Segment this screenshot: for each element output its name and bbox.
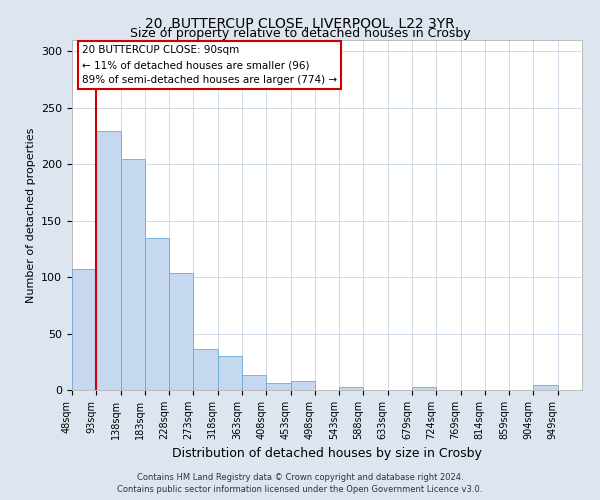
Bar	[290, 381, 315, 390]
Bar	[72, 269, 96, 390]
Bar	[533, 386, 558, 390]
Bar	[242, 376, 266, 390]
Bar	[412, 386, 436, 390]
Text: Contains HM Land Registry data © Crown copyright and database right 2024.
Contai: Contains HM Land Registry data © Crown c…	[118, 472, 482, 494]
Y-axis label: Number of detached properties: Number of detached properties	[26, 128, 35, 302]
Text: Size of property relative to detached houses in Crosby: Size of property relative to detached ho…	[130, 28, 470, 40]
Bar	[145, 238, 169, 390]
Text: 20, BUTTERCUP CLOSE, LIVERPOOL, L22 3YR: 20, BUTTERCUP CLOSE, LIVERPOOL, L22 3YR	[145, 18, 455, 32]
Bar	[121, 158, 145, 390]
Bar	[193, 350, 218, 390]
Bar	[96, 132, 121, 390]
Bar	[169, 272, 193, 390]
X-axis label: Distribution of detached houses by size in Crosby: Distribution of detached houses by size …	[172, 448, 482, 460]
Bar	[218, 356, 242, 390]
Bar	[266, 383, 290, 390]
Text: 20 BUTTERCUP CLOSE: 90sqm
← 11% of detached houses are smaller (96)
89% of semi-: 20 BUTTERCUP CLOSE: 90sqm ← 11% of detac…	[82, 46, 337, 85]
Bar	[339, 386, 364, 390]
